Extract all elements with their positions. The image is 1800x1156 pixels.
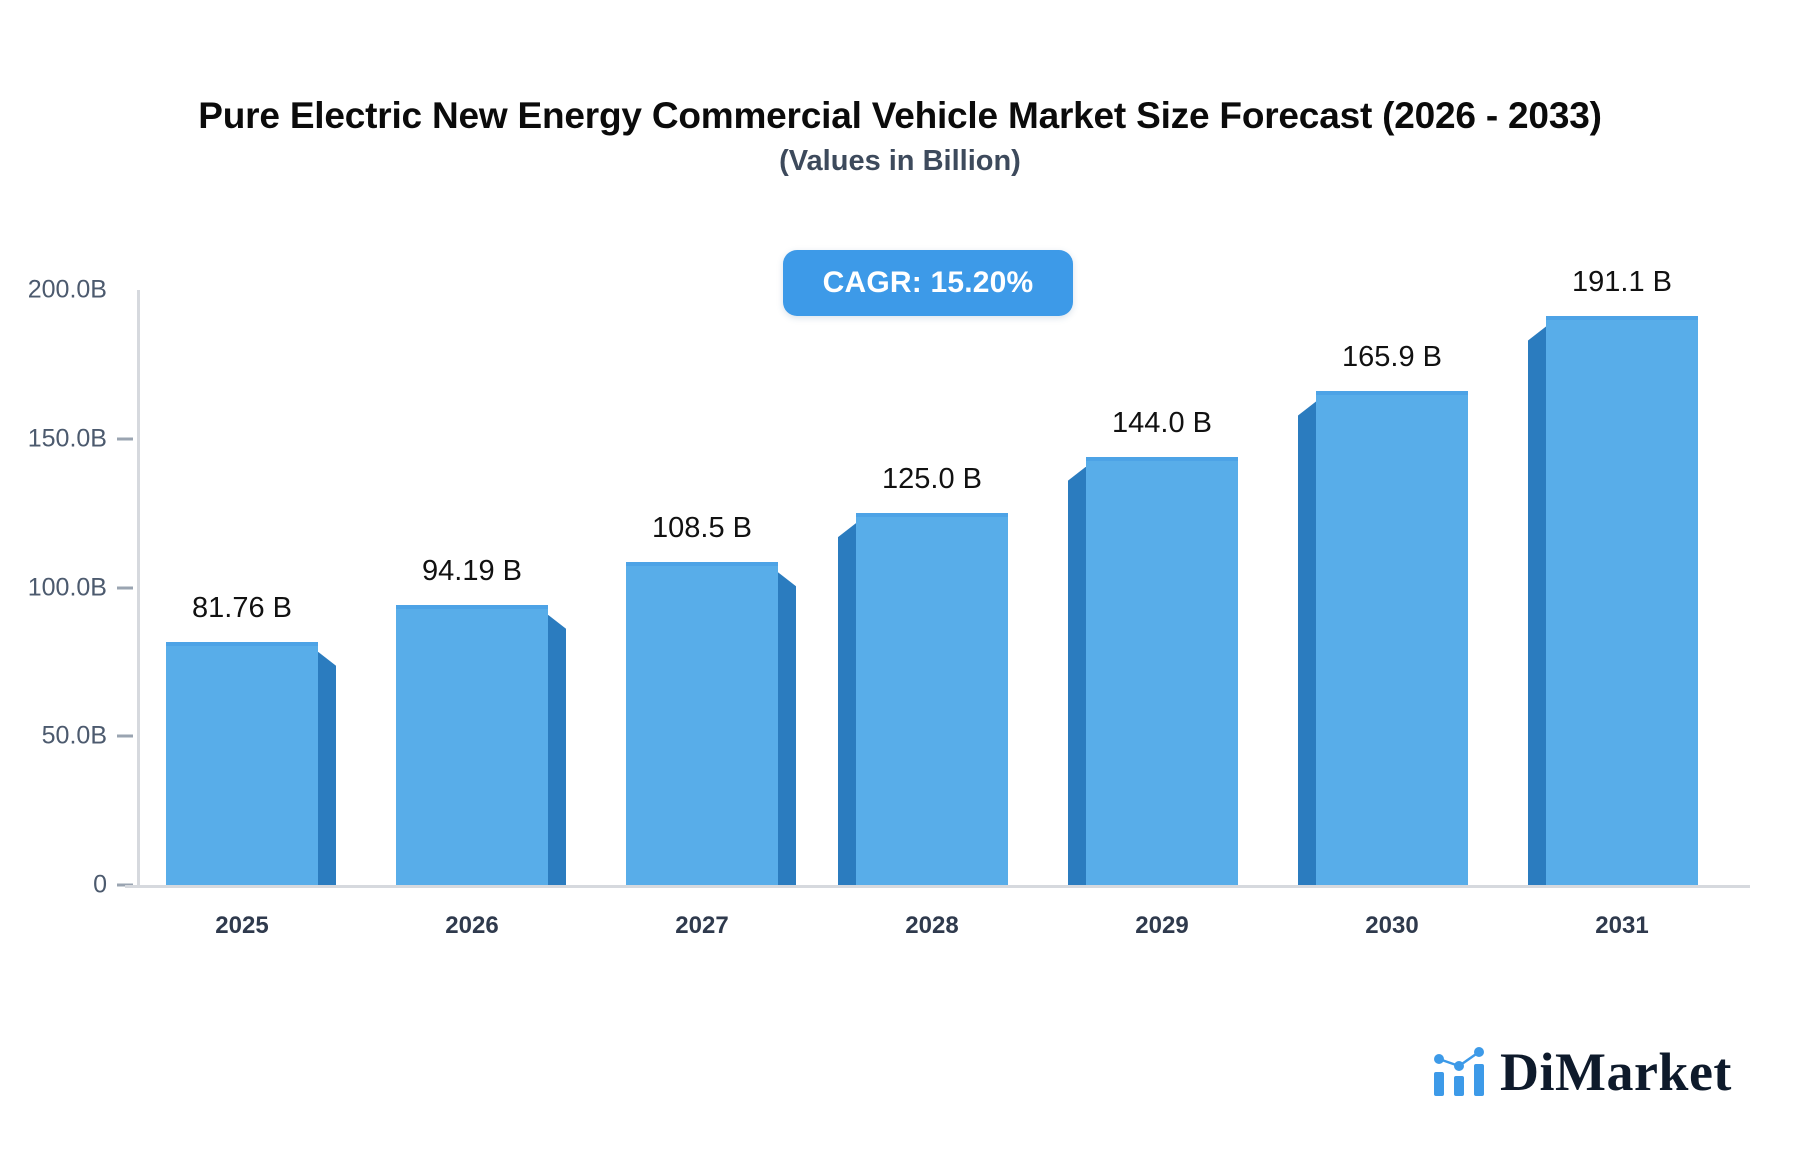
bar-chart-icon xyxy=(1434,1047,1484,1096)
x-axis-tick-label: 2028 xyxy=(905,912,959,939)
y-axis-tick-mark xyxy=(117,586,133,589)
chart-subtitle: (Values in Billion) xyxy=(779,145,1021,177)
bar[interactable] xyxy=(1298,391,1468,885)
bar-top-edge xyxy=(626,562,778,567)
bar[interactable] xyxy=(1068,456,1238,885)
bar-face xyxy=(1086,456,1238,885)
bar[interactable] xyxy=(396,604,566,885)
x-axis-tick-label: 2026 xyxy=(445,912,499,939)
page-title: Pure Electric New Energy Commercial Vehi… xyxy=(198,95,1602,136)
bar[interactable] xyxy=(166,641,336,885)
bar-face xyxy=(856,513,1008,885)
bar-face xyxy=(1316,391,1468,885)
bar-value-label: 94.19 B xyxy=(422,554,522,587)
bar-value-label: 108.5 B xyxy=(652,512,752,545)
bar-top-edge xyxy=(1086,456,1238,461)
x-axis-tick-label: 2027 xyxy=(675,912,729,939)
bar-face xyxy=(166,641,318,885)
y-axis-tick-label: 50.0B xyxy=(41,721,107,750)
bar[interactable] xyxy=(838,513,1008,885)
bar-top-edge xyxy=(166,641,318,646)
x-axis-tick-label: 2029 xyxy=(1135,912,1189,939)
y-axis-labels: 0 50.0B 100.0B 150.0B 200.0B xyxy=(0,0,107,1156)
bar-side-face xyxy=(778,572,796,885)
plot-area xyxy=(137,290,1747,885)
bar-side-face xyxy=(318,651,336,885)
x-axis-tick-label: 2031 xyxy=(1595,912,1649,939)
bar-face xyxy=(626,562,778,885)
y-axis-tick-label: 150.0B xyxy=(27,424,107,453)
y-axis-tick-label: 100.0B xyxy=(27,573,107,601)
cagr-badge-label: CAGR: 15.20% xyxy=(822,266,1034,299)
bar-top-edge xyxy=(856,513,1008,518)
y-axis-tick-label: 200.0B xyxy=(27,275,107,304)
cagr-badge: CAGR: 15.20% xyxy=(783,250,1073,316)
bar-value-label: 81.76 B xyxy=(192,591,292,624)
bar-side-face xyxy=(1068,466,1086,885)
bar-face xyxy=(1546,316,1698,885)
bar-top-edge xyxy=(1546,316,1698,321)
bar[interactable] xyxy=(626,562,796,885)
bar-side-face xyxy=(1298,401,1316,885)
bar-value-label: 125.0 B xyxy=(882,463,982,496)
x-axis-tick-label: 2030 xyxy=(1365,912,1419,939)
bar-side-face xyxy=(548,614,566,885)
y-axis-tick-mark xyxy=(117,734,133,738)
logo-text: DiMarket xyxy=(1500,1042,1732,1102)
y-axis-tick-mark xyxy=(117,437,133,441)
bar-value-label: 165.9 B xyxy=(1342,341,1442,374)
y-axis-line xyxy=(137,290,140,888)
x-axis-tick-label: 2025 xyxy=(215,912,269,939)
y-axis-tick-label: 0 xyxy=(93,870,107,899)
bar-face xyxy=(396,604,548,885)
bar-side-face xyxy=(838,523,856,885)
bar-value-label: 144.0 B xyxy=(1112,406,1212,439)
bar-top-edge xyxy=(396,604,548,609)
x-axis-line xyxy=(125,885,1750,888)
y-axis-tick-marks xyxy=(113,0,133,1156)
bar-top-edge xyxy=(1316,391,1468,396)
bar-side-face xyxy=(1528,326,1546,885)
bar-value-label: 191.1 B xyxy=(1572,266,1672,299)
dimarket-logo: DiMarket xyxy=(1432,1045,1732,1099)
bar[interactable] xyxy=(1528,316,1698,885)
